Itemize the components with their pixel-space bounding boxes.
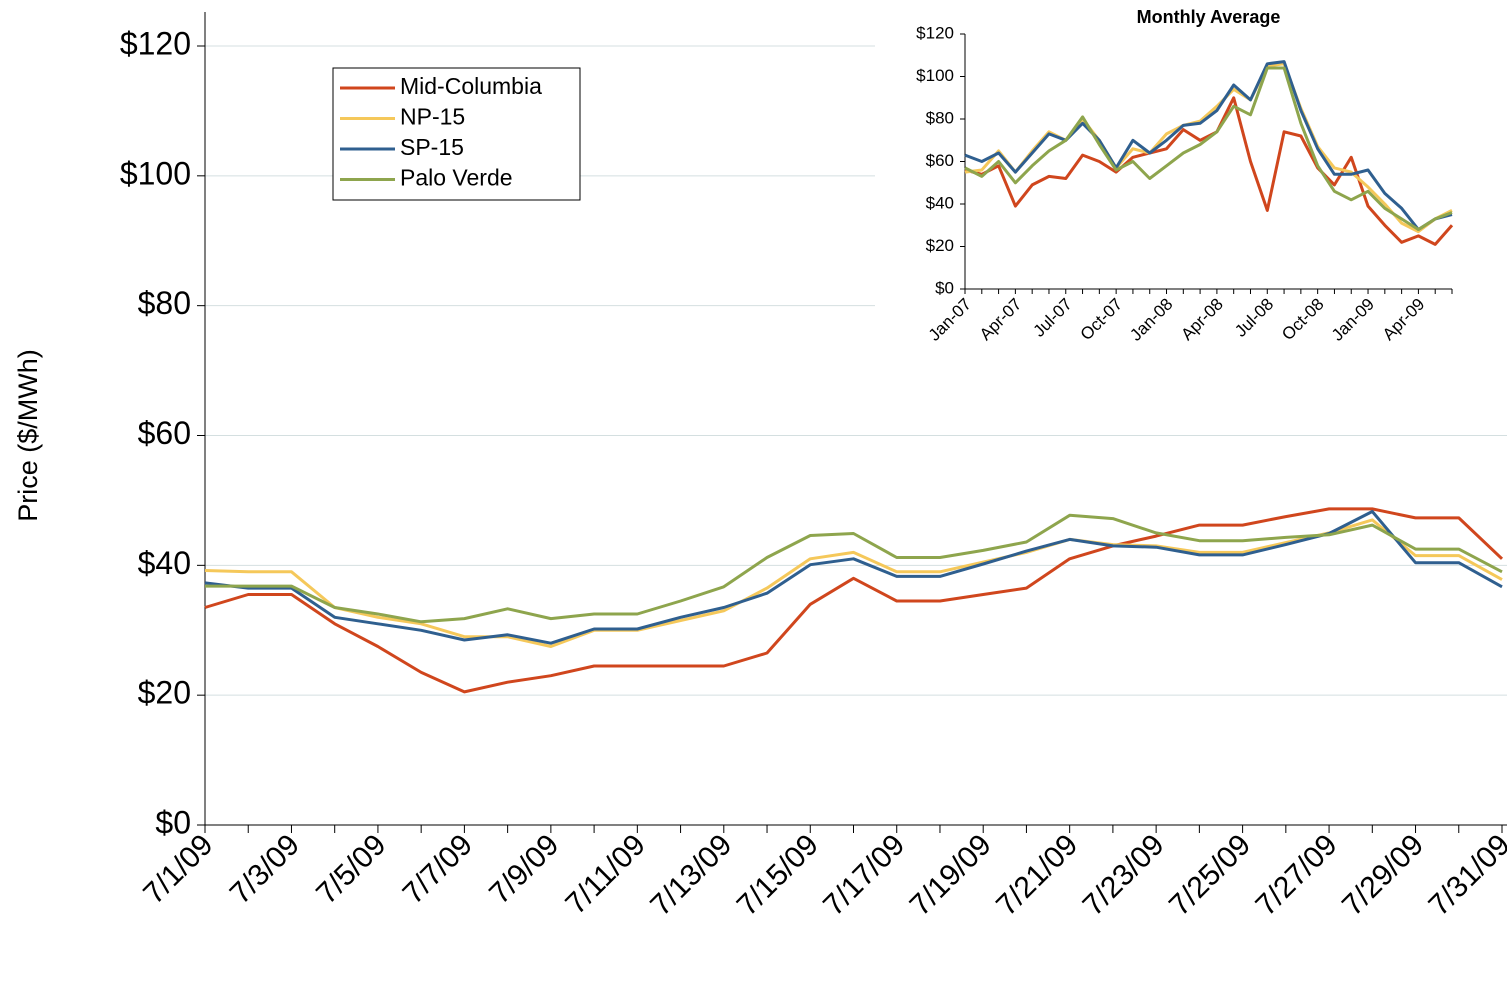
y-tick-label: $120 xyxy=(916,23,954,42)
x-tick-label: 7/29/09 xyxy=(1336,828,1430,922)
y-axis-label: Price ($/MWh) xyxy=(13,349,43,522)
y-tick-label: $120 xyxy=(120,25,191,61)
x-tick-label: 7/21/09 xyxy=(990,828,1084,922)
x-tick-label: 7/15/09 xyxy=(731,828,825,922)
y-tick-label: $20 xyxy=(926,236,954,255)
chart-title: Monthly Average xyxy=(1137,7,1281,27)
x-tick-label: 7/13/09 xyxy=(644,828,738,922)
x-tick-label: 7/19/09 xyxy=(904,828,998,922)
y-tick-label: $20 xyxy=(138,675,191,711)
legend-label: SP-15 xyxy=(400,134,464,160)
series-line xyxy=(205,513,1503,624)
y-tick-label: $100 xyxy=(916,66,954,85)
x-tick-label: 7/11/09 xyxy=(559,828,652,921)
x-tick-label: 7/31/09 xyxy=(1422,828,1507,922)
x-tick-label: 7/1/09 xyxy=(137,828,219,910)
y-tick-label: $40 xyxy=(926,193,954,212)
x-tick-label: 7/27/09 xyxy=(1250,828,1344,922)
y-tick-label: $0 xyxy=(935,278,954,297)
y-tick-label: $0 xyxy=(155,804,191,840)
y-tick-label: $100 xyxy=(120,155,191,191)
legend-label: Palo Verde xyxy=(400,165,513,191)
x-tick-label: 7/5/09 xyxy=(310,828,392,910)
x-tick-label: 7/17/09 xyxy=(817,828,911,922)
series-line xyxy=(964,60,1453,231)
y-tick-label: $60 xyxy=(926,151,954,170)
x-tick-label: 7/9/09 xyxy=(483,828,565,910)
inset-background xyxy=(875,0,1507,400)
x-tick-label: 7/25/09 xyxy=(1163,828,1257,922)
legend-label: Mid-Columbia xyxy=(400,73,542,99)
series-line xyxy=(204,510,1503,645)
y-tick-label: $80 xyxy=(138,285,191,321)
y-tick-label: $60 xyxy=(138,415,191,451)
series-line xyxy=(964,96,1454,246)
x-tick-label: 7/23/09 xyxy=(1077,828,1171,922)
y-tick-label: $40 xyxy=(138,545,191,581)
series-line xyxy=(204,507,1504,694)
legend-label: NP-15 xyxy=(400,104,465,130)
y-tick-label: $80 xyxy=(926,108,954,127)
x-tick-label: 7/3/09 xyxy=(224,828,306,910)
series-line xyxy=(964,66,1453,231)
series-line xyxy=(204,518,1503,648)
x-tick-label: 7/7/09 xyxy=(397,828,479,910)
